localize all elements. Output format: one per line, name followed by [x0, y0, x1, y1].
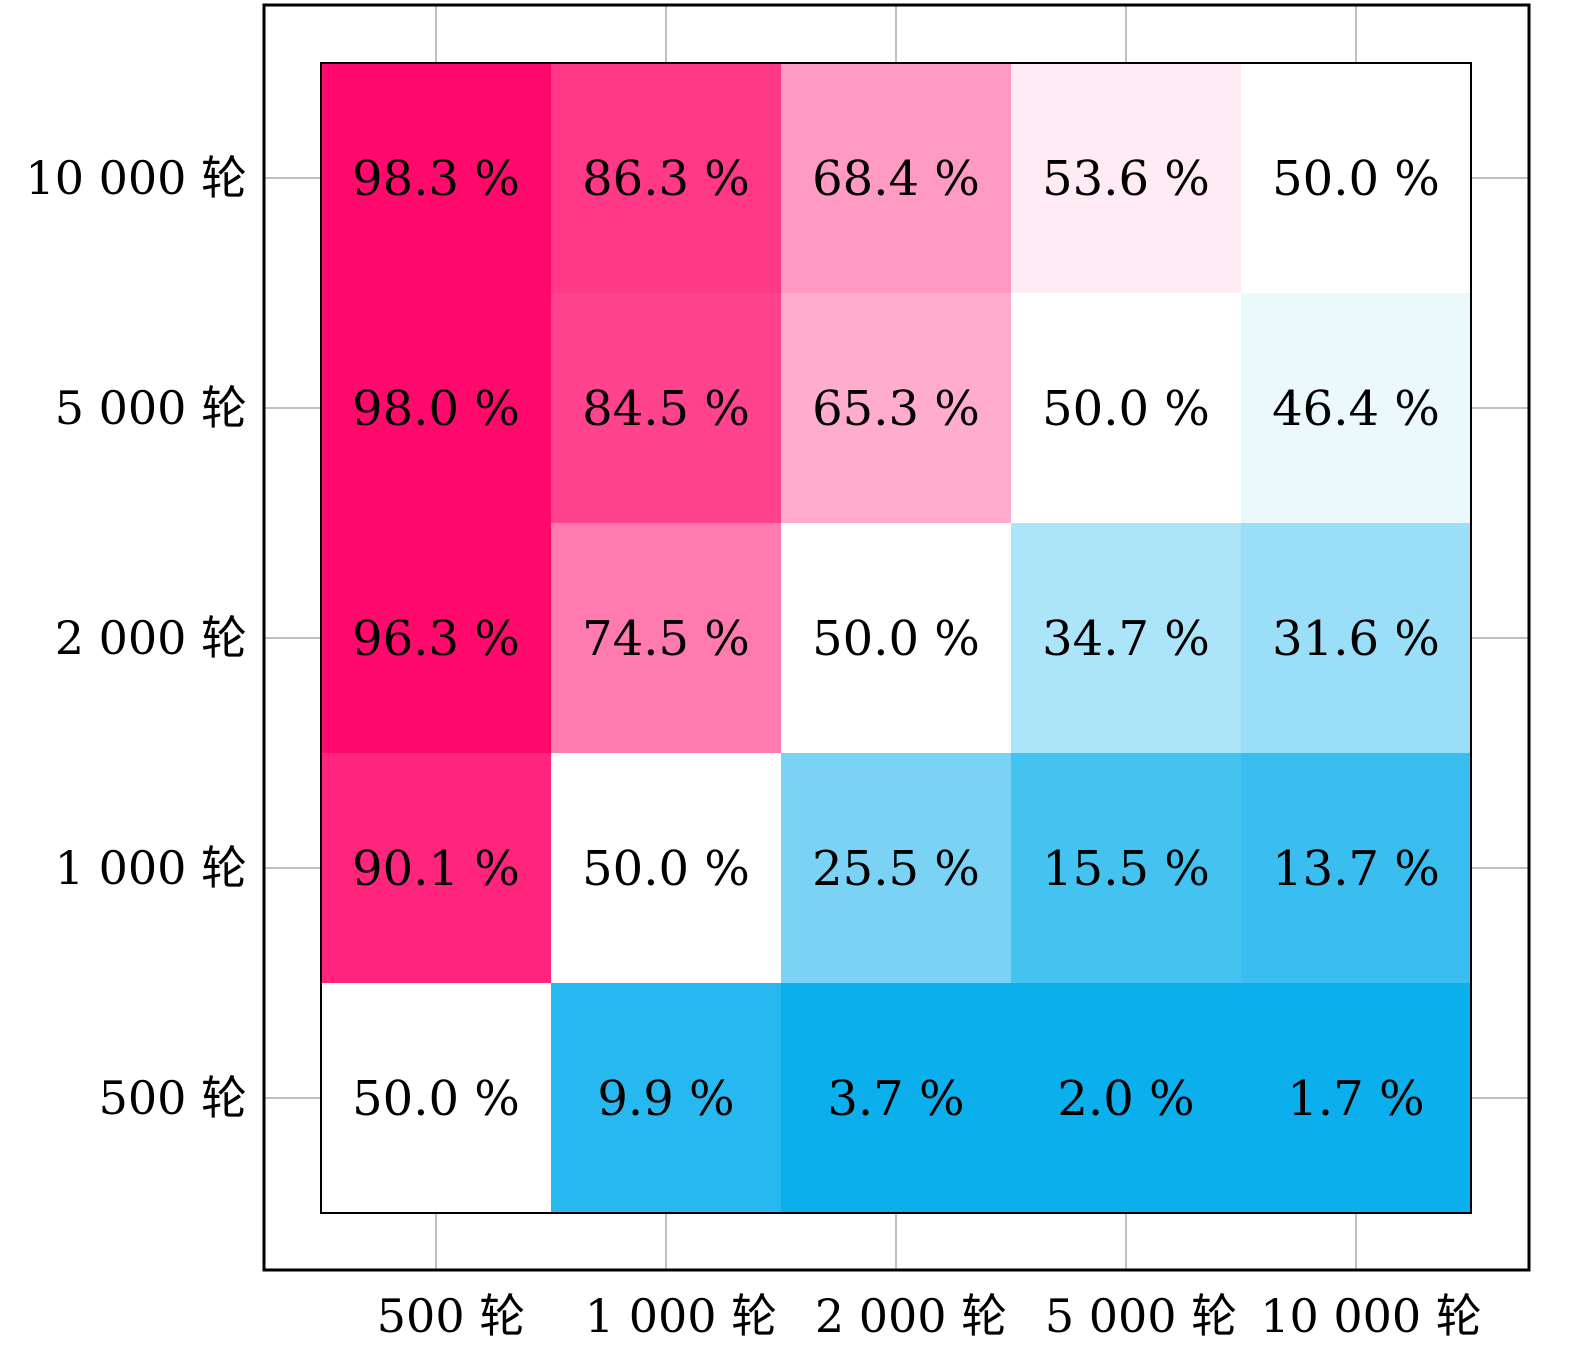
axis-frame: [262, 3, 1531, 1272]
x-tick-label: 10 000 轮: [1260, 1289, 1482, 1343]
heatmap-cell: [1011, 63, 1242, 294]
heatmap-border: [320, 62, 1472, 1214]
heatmap-cell: [551, 753, 782, 984]
heatmap-cell: [781, 293, 1012, 524]
heatmap-cell: [1011, 523, 1242, 754]
y-tick-label: 2 000 轮: [55, 611, 247, 665]
heatmap-cell: [551, 983, 782, 1214]
x-tick-label: 500 轮: [377, 1289, 525, 1343]
cell-value-label: 1.7 %: [1287, 1071, 1424, 1127]
cell-value-label: 9.9 %: [597, 1071, 734, 1127]
cell-value-labels: 98.3 % 86.3 % 68.4 % 53.6 % 50.0 % 98.0 % 84.5…: [352, 151, 1440, 1127]
axis-ticks: 10 000 轮 5 000 轮 2 000 轮 1 000 轮 500 轮 500 轮 1…: [25, 151, 1481, 1343]
x-tick-label: 5 000 轮: [1045, 1289, 1237, 1343]
heatmap-cell: [781, 523, 1012, 754]
heatmap-cell: [781, 63, 1012, 294]
y-tick-label: 10 000 轮: [25, 151, 247, 205]
heatmap-cell: [1241, 293, 1472, 524]
cell-value-label: 65.3 %: [812, 381, 980, 437]
cell-value-label: 98.0 %: [352, 381, 520, 437]
cell-value-label: 2.0 %: [1057, 1071, 1194, 1127]
cell-value-label: 50.0 %: [1272, 151, 1440, 207]
heatmap-cells: [321, 63, 1472, 1214]
heatmap-cell: [321, 983, 552, 1214]
cell-value-label: 86.3 %: [582, 151, 750, 207]
heatmap-cell: [1241, 63, 1472, 294]
heatmap-cell: [321, 753, 552, 984]
y-tick-label: 500 轮: [99, 1071, 247, 1125]
heatmap-cell: [551, 293, 782, 524]
cell-value-label: 98.3 %: [352, 151, 520, 207]
cell-value-label: 50.0 %: [352, 1071, 520, 1127]
heatmap-cell: [321, 293, 552, 524]
cell-value-label: 15.5 %: [1042, 841, 1210, 897]
heatmap-cell: [1011, 983, 1242, 1214]
x-tick-label: 1 000 轮: [585, 1289, 777, 1343]
cell-value-label: 46.4 %: [1272, 381, 1440, 437]
cell-value-label: 68.4 %: [812, 151, 980, 207]
cell-value-label: 53.6 %: [1042, 151, 1210, 207]
cell-value-label: 96.3 %: [352, 611, 520, 667]
cell-value-label: 84.5 %: [582, 381, 750, 437]
cell-value-label: 34.7 %: [1042, 611, 1210, 667]
heatmap-cell: [1011, 753, 1242, 984]
cell-value-label: 50.0 %: [812, 611, 980, 667]
heatmap-cell: [781, 983, 1012, 1214]
heatmap-cell: [1241, 523, 1472, 754]
cell-value-label: 50.0 %: [1042, 381, 1210, 437]
cell-value-label: 90.1 %: [352, 841, 520, 897]
cell-value-label: 31.6 %: [1272, 611, 1440, 667]
y-tick-label: 5 000 轮: [55, 381, 247, 435]
heatmap-cell: [551, 523, 782, 754]
heatmap-cell: [781, 753, 1012, 984]
heatmap-cell: [551, 63, 782, 294]
heatmap-cell: [321, 63, 552, 294]
heatmap-cell: [1241, 753, 1472, 984]
cell-value-label: 25.5 %: [812, 841, 980, 897]
heatmap-cell: [321, 523, 552, 754]
y-tick-label: 1 000 轮: [55, 841, 247, 895]
heatmap-cell: [1241, 983, 1472, 1214]
heatmap-cell: [1011, 293, 1242, 524]
x-tick-label: 2 000 轮: [815, 1289, 1007, 1343]
cell-value-label: 50.0 %: [582, 841, 750, 897]
cell-value-label: 3.7 %: [827, 1071, 964, 1127]
cell-value-label: 13.7 %: [1272, 841, 1440, 897]
cell-value-label: 74.5 %: [582, 611, 750, 667]
